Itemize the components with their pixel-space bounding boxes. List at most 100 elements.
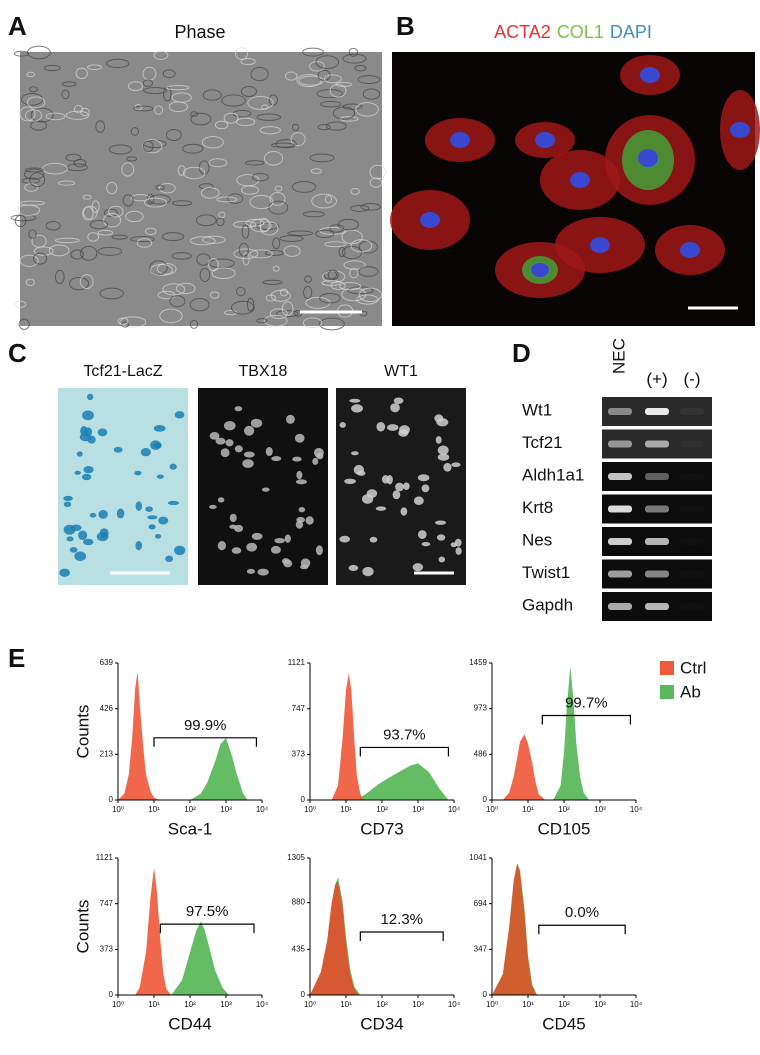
cell (156, 262, 177, 275)
nucleus (116, 508, 125, 519)
nucleus (154, 533, 162, 539)
y-tick-label: 373 (100, 945, 114, 954)
cell (45, 220, 61, 231)
nucleus (298, 507, 306, 513)
nucleus (417, 530, 427, 539)
nucleus (209, 504, 217, 509)
cell (208, 158, 228, 168)
cell (246, 297, 255, 312)
cell (287, 230, 314, 236)
cell (318, 317, 345, 331)
nucleus (296, 516, 305, 523)
cell (19, 106, 36, 122)
cell (54, 237, 80, 244)
cell (250, 66, 269, 82)
cell (161, 232, 185, 242)
cell (327, 269, 339, 281)
nucleus (435, 520, 447, 525)
x-tick-label: 10⁰ (486, 805, 498, 814)
cell (149, 260, 168, 276)
nucleus (312, 457, 319, 465)
cell (54, 269, 65, 284)
cell (73, 105, 84, 114)
nucleus (390, 403, 400, 413)
cell (311, 193, 338, 209)
x-tick-label: 10⁴ (256, 1000, 269, 1009)
y-tick-label: 694 (474, 899, 488, 908)
band (608, 603, 632, 610)
cell (144, 227, 157, 236)
nucleus (437, 445, 449, 455)
nucleus (361, 494, 374, 504)
cell (57, 180, 76, 186)
x-tick-label: 10¹ (340, 805, 352, 814)
nucleus (169, 463, 177, 470)
band (608, 570, 632, 578)
legend-label: Ctrl (680, 658, 706, 677)
panel-title: ACTA2 COL1 DAPI (494, 22, 652, 42)
cell (218, 211, 226, 219)
cell (303, 285, 313, 300)
y-tick-label: 0 (483, 795, 488, 804)
cell (343, 260, 366, 270)
histogram (553, 666, 590, 800)
nucleus (74, 470, 81, 475)
nucleus (96, 532, 109, 542)
nucleus (412, 563, 424, 572)
nucleus (217, 497, 225, 503)
nucleus (243, 451, 255, 458)
nucleus (153, 425, 166, 432)
nucleus (83, 466, 94, 474)
gene-label: Tcf21 (522, 433, 563, 452)
nucleus (436, 534, 446, 541)
nucleus (344, 478, 356, 485)
band (680, 506, 704, 513)
nucleus (350, 451, 359, 456)
cell (256, 113, 282, 121)
cell (338, 246, 346, 258)
nucleus (421, 542, 431, 547)
nucleus (134, 470, 142, 476)
nucleus (231, 547, 242, 554)
nucleus (86, 393, 94, 401)
nucleus (63, 501, 72, 508)
y-axis-label: Counts (73, 705, 92, 759)
cell (189, 319, 199, 329)
band (608, 473, 632, 480)
nucleus (417, 474, 430, 482)
cell (274, 185, 283, 192)
histogram (502, 734, 546, 800)
cell (190, 111, 199, 117)
cell (136, 238, 153, 248)
cell (324, 195, 333, 204)
lane-label: (+) (646, 369, 667, 388)
x-tick-label: 10³ (594, 805, 606, 814)
cell (232, 220, 257, 229)
cell (189, 236, 216, 246)
nucleus (242, 459, 254, 468)
cell (162, 283, 186, 296)
legend-swatch (660, 685, 674, 699)
band (680, 603, 704, 610)
histogram (356, 763, 449, 800)
y-tick-label: 486 (474, 749, 488, 758)
band (680, 571, 704, 578)
cell (263, 150, 284, 166)
cell (143, 86, 168, 95)
y-tick-label: 426 (100, 704, 114, 713)
cell (83, 205, 98, 220)
panel-title: Phase (174, 22, 225, 42)
cell (133, 105, 154, 112)
nucleus (570, 172, 590, 188)
cell (302, 47, 324, 57)
cell (122, 194, 134, 207)
cell (355, 102, 379, 117)
y-tick-label: 0 (109, 990, 114, 999)
cell (358, 266, 379, 277)
band (680, 441, 704, 448)
cell (339, 282, 362, 291)
cell (117, 317, 129, 325)
y-tick-label: 1305 (287, 853, 305, 862)
panel-letter: B (396, 11, 415, 41)
nucleus (135, 540, 143, 551)
